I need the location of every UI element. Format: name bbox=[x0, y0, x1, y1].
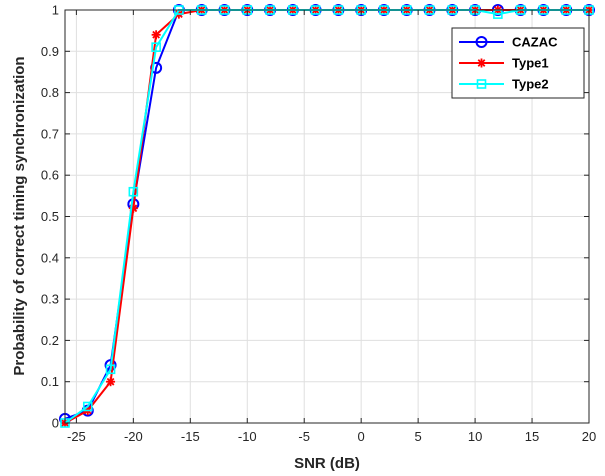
data-point bbox=[151, 30, 161, 40]
legend-entry: CAZAC bbox=[459, 35, 558, 50]
y-tick-label: 0.6 bbox=[41, 168, 59, 183]
x-tick-label: -20 bbox=[124, 429, 143, 444]
legend-entry: Type1 bbox=[459, 56, 549, 71]
x-axis-label: SNR (dB) bbox=[294, 455, 360, 472]
y-tick-label: 0 bbox=[52, 416, 59, 431]
x-tick-label: -15 bbox=[181, 429, 200, 444]
x-tick-label: 0 bbox=[358, 429, 365, 444]
x-tick-label: -5 bbox=[298, 429, 310, 444]
y-tick-label: 0.1 bbox=[41, 374, 59, 389]
y-axis-label: Probability of correct timing synchroniz… bbox=[11, 56, 28, 375]
y-tick-label: 0.4 bbox=[41, 250, 59, 265]
y-tick-label: 0.7 bbox=[41, 126, 59, 141]
legend-label: Type1 bbox=[512, 56, 549, 71]
data-point bbox=[106, 377, 116, 387]
x-tick-label: 15 bbox=[525, 429, 539, 444]
y-tick-label: 1 bbox=[52, 3, 59, 18]
ticks: -25 -20 -15 -10 -5 0 5 10 15 20 0 0.1 0.2 0.3 0.4 0.5 0.… bbox=[41, 3, 596, 445]
legend-marker bbox=[477, 58, 486, 68]
data-point bbox=[105, 364, 116, 375]
x-tick-label: 10 bbox=[468, 429, 482, 444]
legend-label: Type2 bbox=[512, 77, 549, 92]
legend-label: CAZAC bbox=[512, 35, 558, 50]
data-point bbox=[128, 186, 139, 197]
y-tick-label: 0.5 bbox=[41, 209, 59, 224]
y-tick-label: 0.2 bbox=[41, 333, 59, 348]
legend: CAZAC Type1 Type2 bbox=[451, 27, 585, 99]
legend-marker bbox=[475, 36, 488, 48]
legend-entry: Type2 bbox=[459, 77, 549, 92]
y-tick-label: 0.3 bbox=[41, 292, 59, 307]
y-tick-label: 0.9 bbox=[41, 44, 59, 59]
data-point bbox=[151, 42, 161, 52]
x-tick-label: 20 bbox=[582, 429, 596, 444]
y-tick-label: 0.8 bbox=[41, 85, 59, 100]
legend-marker bbox=[476, 79, 487, 89]
x-tick-label: -25 bbox=[67, 429, 86, 444]
x-tick-label: 5 bbox=[415, 429, 422, 444]
x-tick-label: -10 bbox=[238, 429, 257, 444]
data-point bbox=[82, 401, 93, 412]
